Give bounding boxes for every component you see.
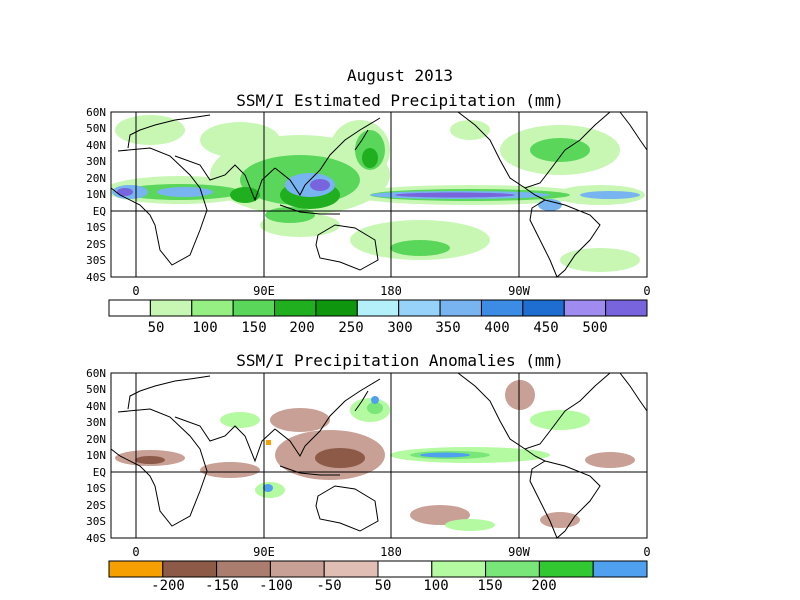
lon-label: 90W xyxy=(508,284,530,298)
lon-label: 180 xyxy=(380,284,402,298)
lat-label: 40N xyxy=(86,400,106,413)
colorbar-label: -100 xyxy=(259,578,293,594)
lon-label: 0 xyxy=(132,545,140,559)
lat-label: 60N xyxy=(86,367,106,380)
colorbar-swatch xyxy=(216,560,271,578)
top-map-frame xyxy=(110,111,648,278)
colorbar-swatch xyxy=(356,299,400,317)
bottom-colorbar xyxy=(108,560,648,578)
colorbar-label: 450 xyxy=(533,320,559,336)
lon-label: 0 xyxy=(643,284,651,298)
colorbar-label: 200 xyxy=(289,320,315,336)
colorbar-label: 350 xyxy=(435,320,461,336)
colorbar-swatch xyxy=(439,299,482,317)
lat-label: 10N xyxy=(86,449,106,462)
colorbar-swatch xyxy=(485,560,540,578)
lat-label: 10S xyxy=(86,482,106,495)
lat-label: 30S xyxy=(86,515,106,528)
colorbar-swatch xyxy=(149,299,193,317)
colorbar-label: 300 xyxy=(387,320,413,336)
colorbar-label: 200 xyxy=(531,578,557,594)
lon-label: 180 xyxy=(380,545,402,559)
colorbar-swatch xyxy=(522,299,565,317)
lat-label: 50N xyxy=(86,383,106,396)
lon-label: 0 xyxy=(643,545,651,559)
colorbar-swatch xyxy=(191,299,234,317)
top-colorbar xyxy=(108,299,648,317)
colorbar-swatch xyxy=(605,299,648,317)
lat-label: 30N xyxy=(86,155,106,168)
lat-label: 30N xyxy=(86,416,106,429)
colorbar-label: 100 xyxy=(423,578,449,594)
bottom-map-frame xyxy=(110,372,648,539)
bottom-panel-title: SSM/I Precipitation Anomalies (mm) xyxy=(236,351,564,370)
colorbar-swatch xyxy=(315,299,358,317)
top-panel-title: SSM/I Estimated Precipitation (mm) xyxy=(236,91,564,110)
colorbar-swatch xyxy=(563,299,607,317)
colorbar-swatch xyxy=(108,299,151,317)
lat-label: EQ xyxy=(92,205,106,218)
colorbar-label: 50 xyxy=(147,320,165,336)
bottom-gridlines xyxy=(111,373,647,538)
lat-label: 20S xyxy=(86,499,106,512)
lat-label: 20N xyxy=(86,433,106,446)
colorbar-label: -200 xyxy=(151,578,185,594)
colorbar-label: -50 xyxy=(316,578,342,594)
colorbar-swatch xyxy=(108,560,164,578)
colorbar-label: 150 xyxy=(241,320,267,336)
lat-label: 50N xyxy=(86,122,106,135)
colorbar-label: 500 xyxy=(582,320,608,336)
colorbar-swatch xyxy=(592,560,648,578)
lon-label: 90E xyxy=(253,545,275,559)
lat-label: 10N xyxy=(86,188,106,201)
lat-label: 40S xyxy=(86,271,106,284)
colorbar-label: 250 xyxy=(338,320,364,336)
colorbar-swatch xyxy=(480,299,524,317)
lat-label: 60N xyxy=(86,106,106,119)
lon-label: 90E xyxy=(253,284,275,298)
top-gridlines xyxy=(111,112,647,277)
colorbar-swatch xyxy=(538,560,594,578)
lat-label: 40N xyxy=(86,139,106,152)
lat-label: 40S xyxy=(86,532,106,545)
top-precip-field xyxy=(111,115,645,272)
lat-label: 30S xyxy=(86,254,106,267)
lat-label: EQ xyxy=(92,466,106,479)
colorbar-swatch xyxy=(431,560,487,578)
colorbar-label: 150 xyxy=(477,578,503,594)
colorbar-swatch xyxy=(232,299,276,317)
bottom-map xyxy=(111,373,647,538)
colorbar-swatch xyxy=(162,560,218,578)
figure-date-title: August 2013 xyxy=(347,66,453,85)
colorbar-label: 100 xyxy=(192,320,218,336)
colorbar-swatch xyxy=(323,560,379,578)
colorbar-label: -150 xyxy=(205,578,239,594)
lon-label: 0 xyxy=(132,284,140,298)
colorbar-label: 400 xyxy=(484,320,510,336)
lon-label: 90W xyxy=(508,545,530,559)
colorbar-swatch xyxy=(269,560,325,578)
top-map xyxy=(111,112,647,277)
colorbar-swatch xyxy=(274,299,317,317)
coastlines xyxy=(110,111,648,278)
lat-label: 10S xyxy=(86,221,106,234)
colorbar-swatch xyxy=(398,299,441,317)
bottom-anomaly-field xyxy=(115,380,635,531)
lat-label: 20S xyxy=(86,238,106,251)
lat-label: 20N xyxy=(86,172,106,185)
colorbar-label: 50 xyxy=(374,578,392,594)
colorbar-swatch xyxy=(377,560,433,578)
